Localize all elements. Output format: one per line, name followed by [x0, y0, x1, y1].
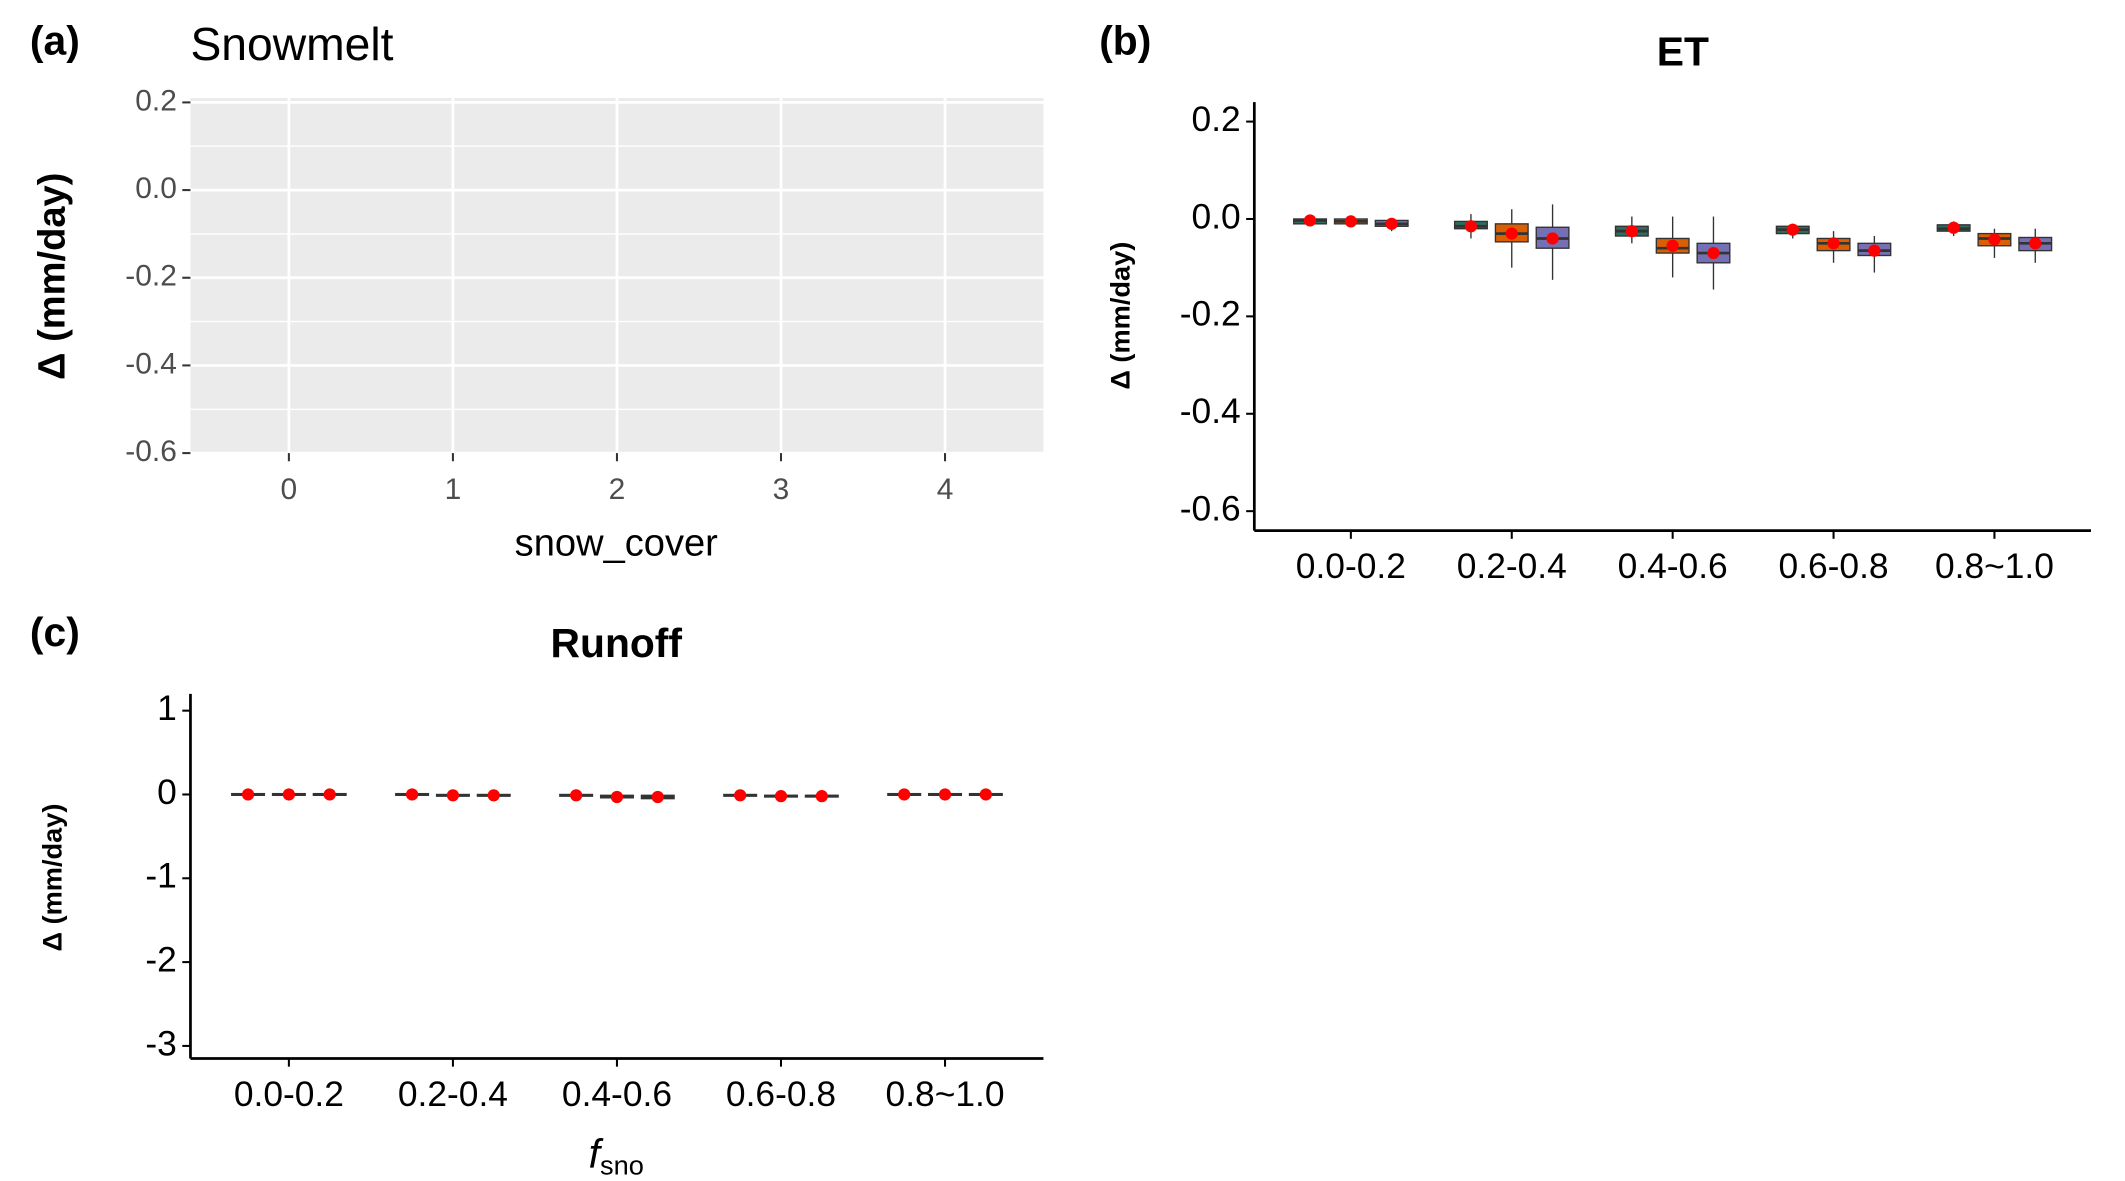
x-tick-label: 4	[937, 473, 954, 506]
x-tick-label: 0.6-0.8	[726, 1075, 836, 1114]
x-tick-label: 0.8~1.0	[886, 1075, 1005, 1114]
panel-label: (c)	[30, 609, 80, 655]
mean-point	[323, 788, 336, 801]
x-tick-label: 0.2-0.4	[1457, 547, 1567, 586]
mean-point	[898, 788, 911, 801]
y-tick-label: 0	[157, 773, 177, 812]
mean-point	[1546, 232, 1559, 245]
mean-point	[1666, 239, 1679, 252]
mean-point	[1827, 237, 1840, 250]
mean-point	[487, 789, 500, 802]
y-tick-label: -2	[145, 940, 176, 979]
panel-label: (b)	[1099, 17, 1151, 63]
mean-point	[1868, 244, 1881, 257]
x-label-sub: sno	[600, 1150, 644, 1181]
panel-title: Snowmelt	[190, 18, 393, 70]
x-tick-label: 2	[609, 473, 626, 506]
mean-point	[2029, 237, 2042, 250]
y-tick-label: 0.0	[1192, 197, 1241, 236]
y-tick-label: 0.0	[135, 172, 177, 205]
y-tick-label: -0.4	[125, 347, 177, 380]
mean-point	[446, 789, 460, 802]
x-tick-label: 1	[445, 473, 462, 506]
y-tick-label: -0.2	[1180, 295, 1241, 334]
mean-point	[651, 790, 664, 804]
mean-point	[1988, 233, 2001, 246]
x-tick-label: 0.8~1.0	[1935, 547, 2054, 586]
x-tick-label: 0	[281, 473, 298, 506]
mean-point	[1625, 225, 1638, 238]
panel-title: Runoff	[551, 620, 683, 666]
y-tick-label: 1	[157, 689, 177, 728]
y-axis-label: Δ (mm/day)	[31, 173, 73, 380]
x-tick-label: 0.0-0.2	[234, 1075, 344, 1114]
mean-point	[1707, 246, 1720, 260]
mean-point	[570, 789, 583, 802]
mean-point	[1303, 214, 1317, 227]
y-tick-label: -0.2	[125, 260, 177, 293]
mean-point	[610, 790, 624, 804]
y-tick-label: 0.2	[135, 84, 177, 117]
mean-point	[815, 790, 828, 803]
x-tick-label: 0.4-0.6	[1618, 547, 1728, 586]
mean-point	[1344, 215, 1357, 228]
x-tick-label: 0.6-0.8	[1779, 547, 1889, 586]
mean-point	[938, 788, 952, 801]
x-tick-label: 0.0-0.2	[1296, 547, 1406, 586]
y-tick-label: -3	[145, 1024, 176, 1063]
x-axis-label: fsno	[589, 1130, 644, 1180]
x-tick-label: 0.2-0.4	[398, 1075, 508, 1114]
mean-point	[774, 790, 788, 803]
mean-point	[282, 788, 296, 801]
panel-title: ET	[1657, 28, 1709, 74]
mean-point	[1505, 227, 1518, 240]
panel-label: (a)	[30, 17, 80, 63]
mean-point	[979, 788, 992, 801]
mean-point	[241, 788, 255, 801]
y-tick-label: -0.6	[1180, 490, 1241, 529]
mean-point	[734, 789, 747, 802]
y-axis-label: Δ (mm/day)	[37, 804, 68, 952]
mean-point	[1947, 221, 1960, 234]
y-tick-label: -0.4	[1180, 392, 1241, 431]
mean-point	[405, 788, 419, 801]
x-axis-label: snow_cover	[515, 523, 719, 565]
x-tick-label: 3	[773, 473, 790, 506]
mean-point	[1464, 220, 1478, 233]
x-label-main: f	[589, 1130, 604, 1176]
y-tick-label: 0.2	[1192, 100, 1241, 139]
y-axis-label: Δ (mm/day)	[1105, 242, 1136, 390]
mean-point	[1786, 223, 1799, 236]
y-tick-label: -0.6	[125, 435, 177, 468]
x-tick-label: 0.4-0.6	[562, 1075, 672, 1114]
y-tick-label: -1	[145, 857, 176, 896]
mean-point	[1385, 217, 1398, 230]
